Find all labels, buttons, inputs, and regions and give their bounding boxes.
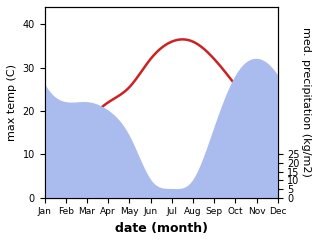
X-axis label: date (month): date (month) — [115, 222, 208, 235]
Y-axis label: max temp (C): max temp (C) — [7, 64, 17, 141]
Y-axis label: med. precipitation (kg/m2): med. precipitation (kg/m2) — [301, 27, 311, 177]
